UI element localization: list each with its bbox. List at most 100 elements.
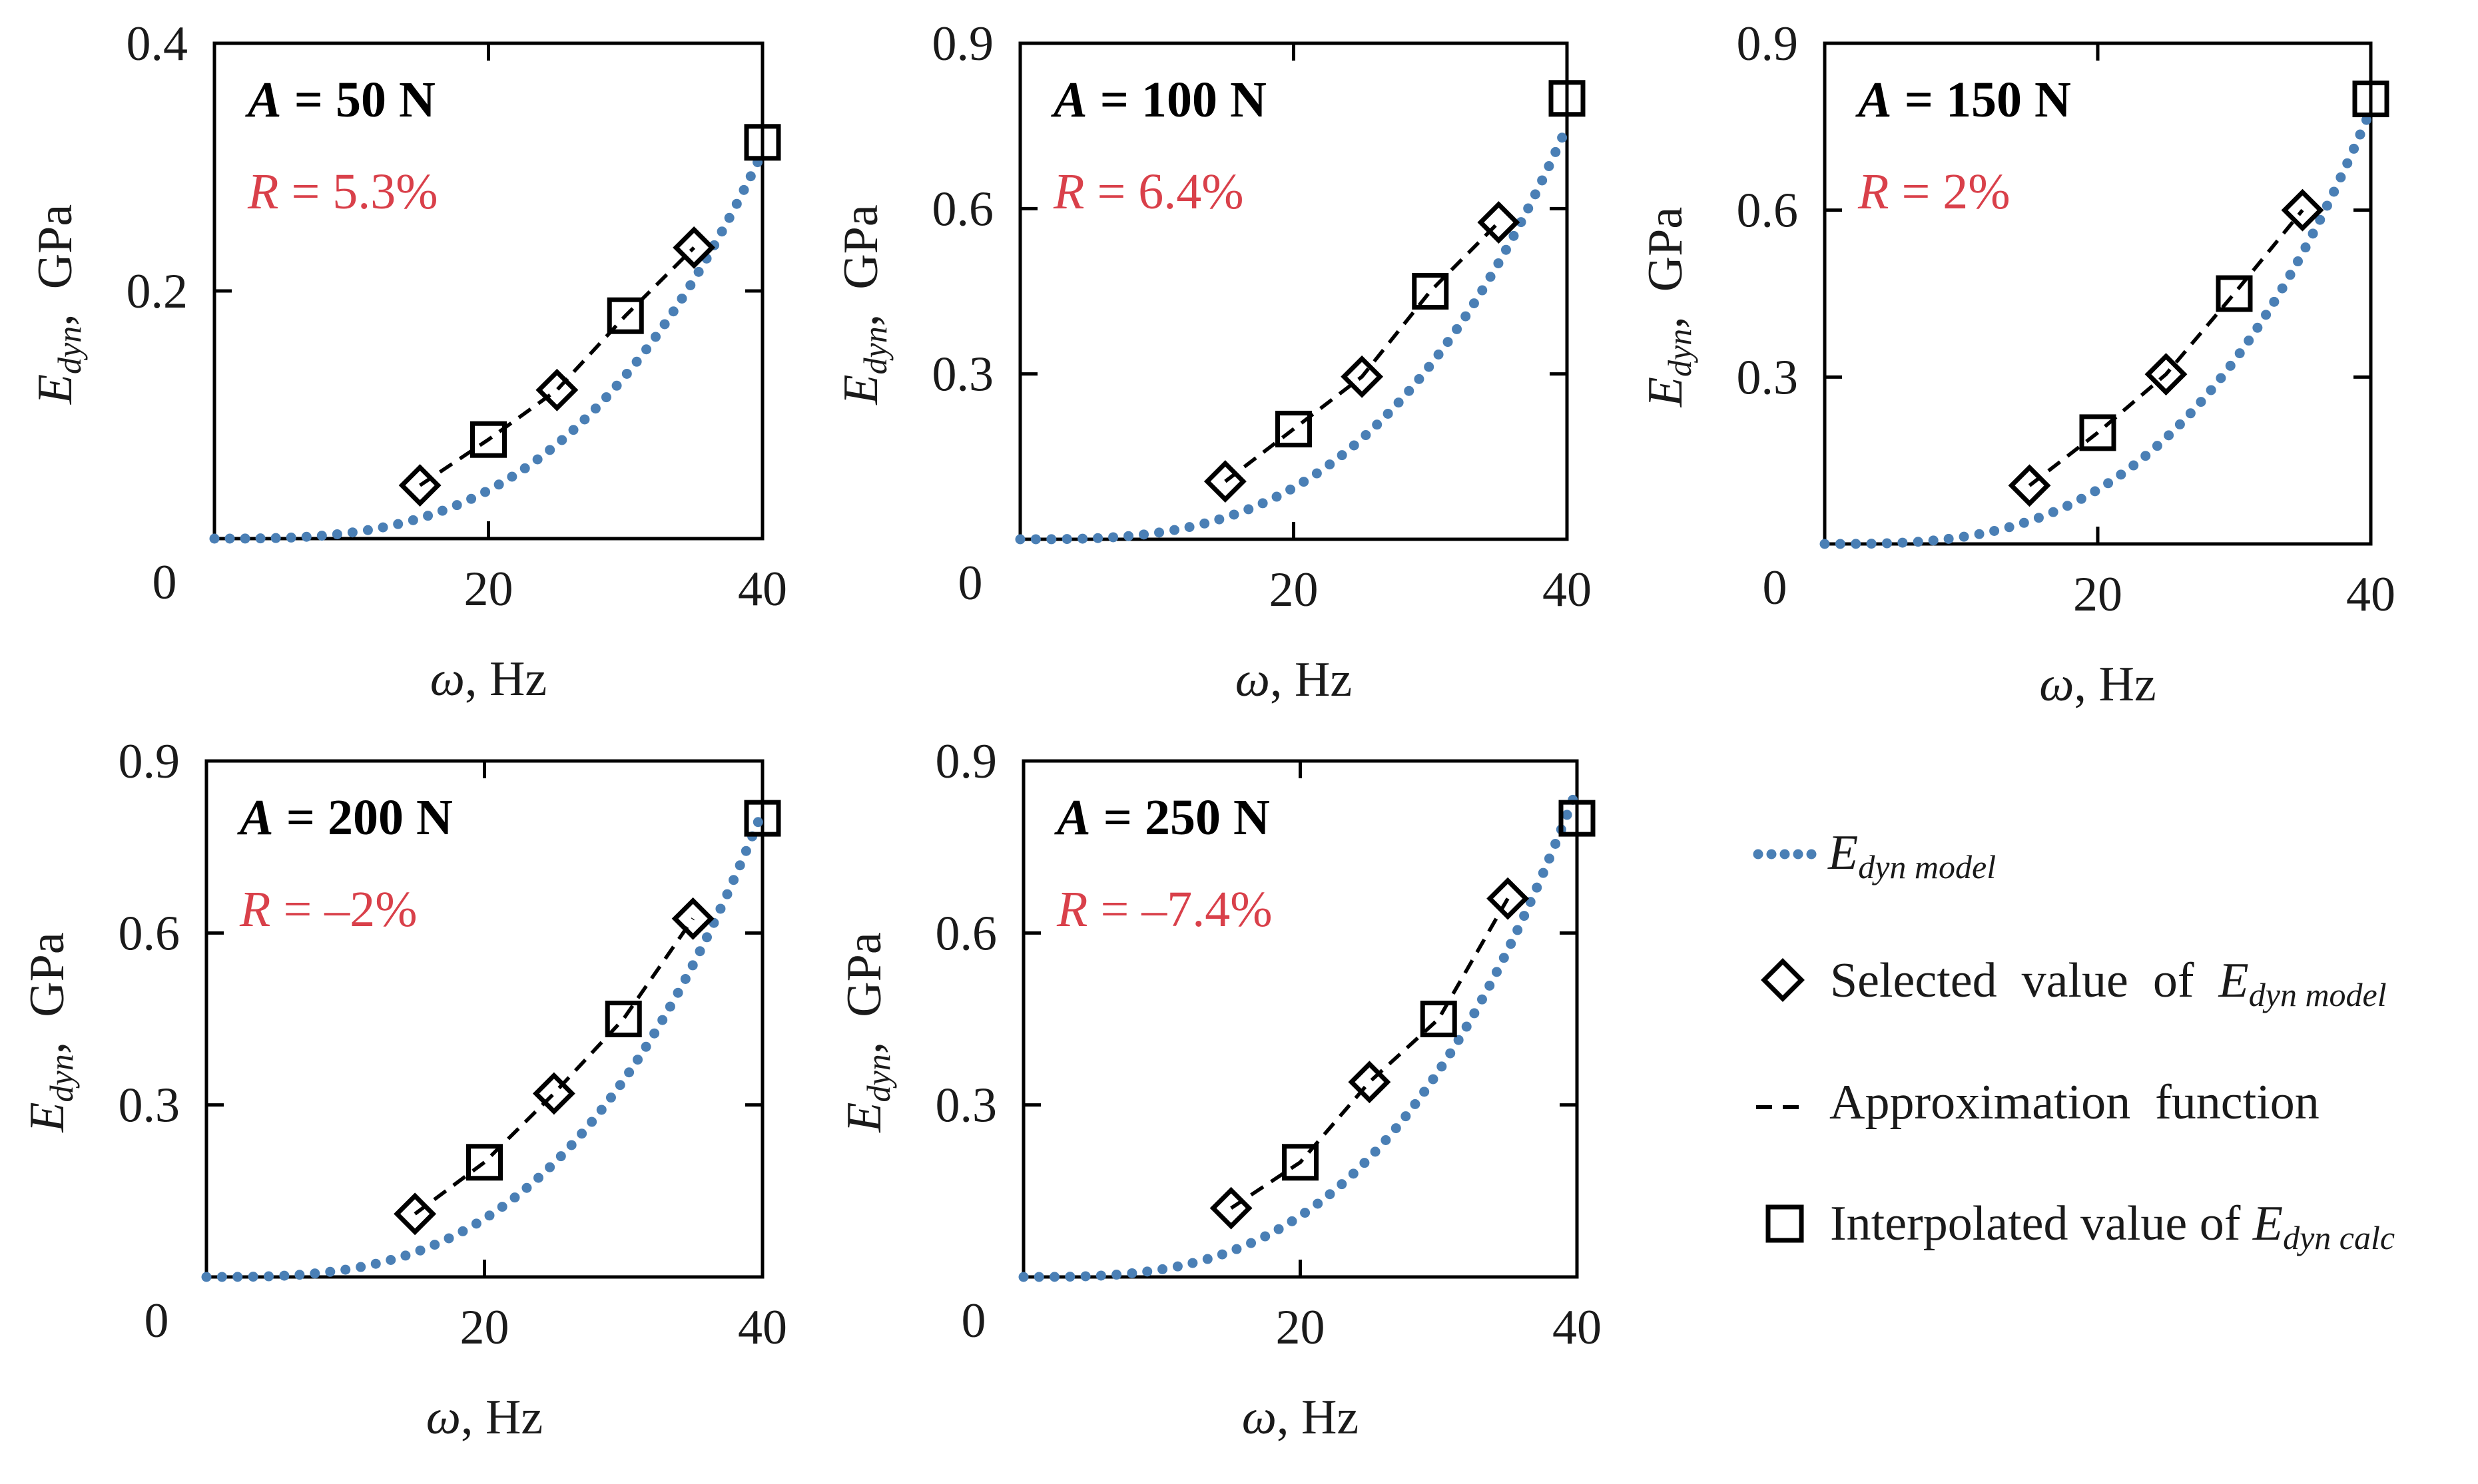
model-dot [1523, 203, 1534, 214]
model-dot [1311, 468, 1322, 479]
interpolated-value-square [1548, 80, 1586, 117]
model-dot [294, 1270, 305, 1280]
annotation-amplitude: A = 100 N [1051, 72, 1267, 128]
model-dot [2048, 507, 2058, 517]
legend-model-label: Edyn model [1827, 826, 1996, 885]
series-model-curve [1015, 132, 1568, 545]
selected-value-diamond [532, 1072, 575, 1115]
model-dot [519, 463, 530, 473]
interpolated-value-square [1412, 273, 1449, 310]
legend-interp-var: E [2252, 1196, 2283, 1251]
x-axis-var: ω [2039, 657, 2074, 712]
series-approximation-line [414, 917, 695, 1216]
model-dot [1142, 1266, 1153, 1277]
model-dot [1544, 854, 1554, 864]
model-dot [1202, 1254, 1213, 1264]
legend-model-dot [1793, 849, 1803, 860]
model-dot [545, 445, 555, 455]
model-dot [1391, 1123, 1401, 1134]
model-dot [668, 306, 679, 317]
model-dot [1897, 537, 1908, 548]
model-dot [1519, 911, 1530, 921]
legend-model-var: E [1827, 826, 1858, 880]
annotation-r-value: = 5.3% [278, 164, 438, 220]
model-dot [2206, 385, 2216, 395]
model-dot [484, 1210, 495, 1221]
model-dot [1018, 1272, 1029, 1282]
model-dot [1943, 533, 1954, 544]
model-dot [568, 425, 579, 435]
model-dot [532, 454, 543, 465]
y-axis-unit: , GPa [28, 204, 83, 326]
model-dot [1959, 531, 1969, 542]
model-dot [2329, 186, 2339, 197]
model-dot [347, 527, 358, 538]
y-tick-label: 0.3 [932, 348, 994, 402]
model-dot [1404, 385, 1414, 396]
model-dot [224, 533, 235, 544]
model-dot [665, 1001, 675, 1012]
selected-value-diamond [2281, 188, 2324, 232]
legend-item-approx: Approximation function [1756, 1075, 2320, 1130]
model-dot [2269, 296, 2280, 307]
selected-value-diamond [1203, 460, 1247, 503]
model-dot [493, 479, 504, 490]
series-approximation-line [1224, 221, 1500, 483]
model-dot [362, 525, 373, 535]
model-dot [1492, 967, 1502, 977]
annotation-r: R = 5.3% [247, 164, 438, 220]
model-dot [2252, 322, 2263, 333]
legend-selected-sub: dyn model [2249, 976, 2387, 1013]
y-axis-sub: dyn [1661, 329, 1698, 377]
model-dot [423, 511, 434, 521]
legend-model-dot [1779, 849, 1790, 860]
annotation-amplitude-var: A [245, 72, 282, 128]
model-dot [1477, 285, 1488, 296]
model-dot [480, 487, 491, 497]
model-dot [1400, 1111, 1411, 1122]
y-tick-label: 0.6 [932, 182, 994, 236]
model-dot [2285, 270, 2296, 280]
model-dot [2234, 348, 2245, 359]
model-dot [633, 1055, 643, 1065]
y-axis-var: E [834, 374, 888, 405]
y-tick-label: 0.9 [119, 734, 180, 789]
interpolated-value-square [605, 1001, 642, 1037]
annotation-r: R = 6.4% [1053, 164, 1244, 220]
legend-interp-sub: dyn calc [2283, 1219, 2395, 1256]
model-dot [2185, 408, 2196, 419]
model-dot [393, 519, 404, 529]
model-dot [673, 987, 683, 998]
legend-item-interp: Interpolated value of Edyn calc [1765, 1196, 2395, 1256]
model-dot [715, 903, 726, 914]
model-dot [1419, 1087, 1430, 1097]
annotation-amplitude-value: = 150 N [1892, 72, 2071, 128]
selected-value-diamond [1341, 355, 1384, 398]
annotation-amplitude: A = 150 N [1855, 72, 2071, 128]
model-dot [310, 1268, 320, 1279]
legend-square-marker [1765, 1204, 1804, 1243]
annotation-r-value: = 2% [1889, 164, 2010, 220]
y-axis-sub: dyn [856, 326, 894, 374]
x-axis-var: ω [1242, 1390, 1277, 1445]
model-dot [1325, 459, 1335, 470]
model-dot [1442, 337, 1453, 348]
model-dot [1078, 533, 1088, 544]
legend-model-dots [1753, 849, 1817, 860]
model-dot [1468, 298, 1479, 309]
model-dot [2174, 419, 2185, 429]
model-dot [209, 533, 220, 544]
model-dot [1187, 1258, 1198, 1268]
model-dot [693, 266, 704, 277]
annotation-amplitude-value: = 100 N [1087, 72, 1267, 128]
series-model-curve [209, 157, 763, 544]
interpolated-value-square [1420, 1001, 1457, 1037]
annotation-r-value: = –2% [270, 881, 417, 937]
model-dot [1550, 838, 1561, 849]
model-dot [1246, 1238, 1257, 1248]
model-dot [702, 932, 712, 943]
model-dot [2018, 517, 2029, 528]
